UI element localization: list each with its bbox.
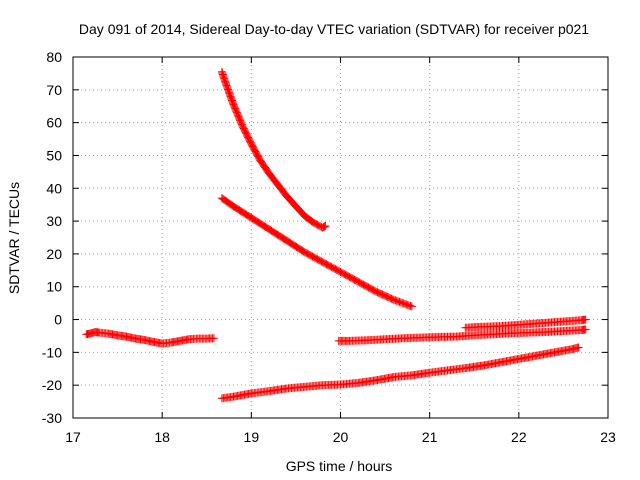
y-tick-label: 80 <box>46 49 62 65</box>
y-tick-label: -10 <box>42 344 62 360</box>
data-series-1 <box>82 328 218 348</box>
data-point <box>320 222 329 231</box>
data-points <box>82 67 590 403</box>
y-tick-label: 10 <box>46 279 62 295</box>
plot-frame <box>72 56 609 419</box>
x-tick-label: 18 <box>154 429 170 445</box>
y-tick-label: 50 <box>46 147 62 163</box>
x-tick-label: 23 <box>600 429 616 445</box>
chart-title: Day 091 of 2014, Sidereal Day-to-day VTE… <box>79 21 589 37</box>
axis-ticks: 17 18 19 20 21 22 23 -30 -20 -10 0 10 20 30 40 50 60 70 80 <box>42 49 616 445</box>
data-point <box>581 315 590 324</box>
data-point <box>574 343 583 352</box>
data-series-6 <box>461 315 590 332</box>
data-series-2 <box>217 67 330 232</box>
x-tick-label: 21 <box>422 429 438 445</box>
y-tick-label: 40 <box>46 180 62 196</box>
data-point <box>209 334 218 343</box>
x-tick-label: 22 <box>511 429 527 445</box>
y-tick-label: 60 <box>46 115 62 131</box>
data-point <box>319 223 328 232</box>
x-tick-label: 20 <box>333 429 349 445</box>
data-series-4 <box>217 343 583 403</box>
data-point <box>581 325 590 334</box>
data-series-5 <box>334 325 590 345</box>
data-point <box>321 222 330 231</box>
y-tick-label: -20 <box>42 377 62 393</box>
y-tick-label: 30 <box>46 213 62 229</box>
y-axis-label: SDTVAR / TECUs <box>6 182 22 294</box>
x-axis-label: GPS time / hours <box>286 458 393 474</box>
data-point <box>406 301 415 310</box>
x-tick-label: 17 <box>65 429 81 445</box>
data-point <box>407 302 416 311</box>
grid-lines <box>73 57 608 418</box>
data-series-3 <box>217 194 416 311</box>
y-tick-label: 70 <box>46 82 62 98</box>
x-tick-label: 19 <box>244 429 260 445</box>
y-tick-label: -30 <box>42 410 62 426</box>
y-tick-label: 20 <box>46 246 62 262</box>
y-tick-label: 0 <box>54 312 62 328</box>
